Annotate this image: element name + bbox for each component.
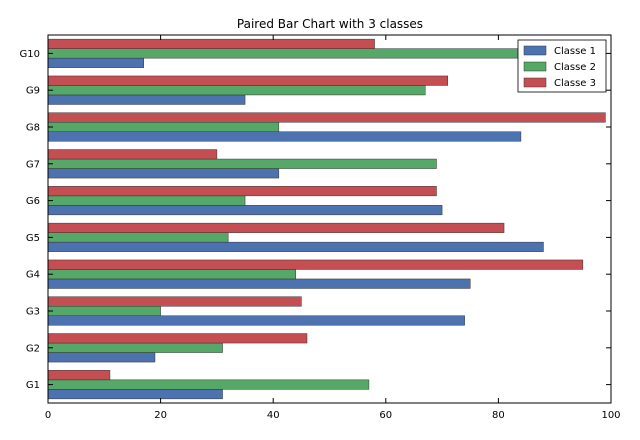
bar-g4-series-2 <box>47 269 296 280</box>
bar-g10-series-3 <box>47 38 375 49</box>
y-tick-label-g5: G5 <box>26 233 40 244</box>
bar-g2-series-3 <box>47 333 308 344</box>
legend: Classe 1 Classe 2 Classe 3 <box>517 39 607 93</box>
bar-g2-series-1 <box>47 352 156 363</box>
y-tick-label-g1: G1 <box>26 380 40 391</box>
bar-g8-series-1 <box>47 131 522 142</box>
bar-g6-series-1 <box>47 205 443 216</box>
y-tick-label-g10: G10 <box>20 49 40 60</box>
x-tick-label: 0 <box>45 410 51 421</box>
x-tick-label: 80 <box>492 410 505 421</box>
bar-g1-series-2 <box>47 379 370 390</box>
y-tick-label-g7: G7 <box>26 159 40 170</box>
legend-swatch-3 <box>523 77 547 88</box>
bar-g7-series-2 <box>47 158 437 169</box>
y-tick-label-g9: G9 <box>26 86 40 97</box>
y-tick-label-g3: G3 <box>26 307 40 318</box>
y-tick-label-g4: G4 <box>26 270 40 281</box>
bar-g5-series-3 <box>47 222 505 233</box>
bars-layer <box>47 38 606 400</box>
legend-label-3: Classe 3 <box>554 78 596 89</box>
bar-g5-series-1 <box>47 241 544 252</box>
y-tick-label-g6: G6 <box>26 196 40 207</box>
bar-g7-series-1 <box>47 168 280 179</box>
bar-g2-series-2 <box>47 342 223 353</box>
bar-g3-series-3 <box>47 296 302 307</box>
bar-g8-series-3 <box>47 112 606 123</box>
legend-label-1: Classe 1 <box>554 46 596 57</box>
bar-g1-series-3 <box>47 370 111 381</box>
bar-g6-series-3 <box>47 186 437 197</box>
bar-g3-series-2 <box>47 306 161 316</box>
bar-g10-series-1 <box>47 57 144 68</box>
bar-g6-series-2 <box>47 195 246 206</box>
chart-title: Paired Bar Chart with 3 classes <box>237 17 423 31</box>
bar-g5-series-2 <box>47 232 229 243</box>
x-tick-label: 60 <box>379 410 392 421</box>
bar-g9-series-2 <box>47 85 426 96</box>
plot-frame <box>47 34 612 404</box>
legend-swatch-1 <box>523 45 547 56</box>
bar-g10-series-2 <box>47 48 544 59</box>
bar-g9-series-1 <box>47 94 246 105</box>
y-tick-label-g8: G8 <box>26 123 40 134</box>
bar-g9-series-3 <box>47 75 448 86</box>
x-tick-label: 20 <box>154 410 167 421</box>
bar-g1-series-1 <box>47 389 223 400</box>
bar-g8-series-2 <box>47 122 280 132</box>
axes-layer: 0 20 40 60 80 100 G1 G2 G3 G4 G5 G6 G7 G8 G9 G10 <box>20 35 621 421</box>
bar-g4-series-1 <box>47 278 471 289</box>
bar-g3-series-1 <box>47 315 465 326</box>
y-tick-label-g2: G2 <box>26 343 40 354</box>
x-tick-label: 100 <box>601 410 620 421</box>
legend-label-2: Classe 2 <box>554 62 596 73</box>
legend-swatch-2 <box>523 61 547 72</box>
x-tick-label: 40 <box>267 410 280 421</box>
bar-g4-series-3 <box>47 259 584 270</box>
bar-g7-series-3 <box>47 149 218 160</box>
